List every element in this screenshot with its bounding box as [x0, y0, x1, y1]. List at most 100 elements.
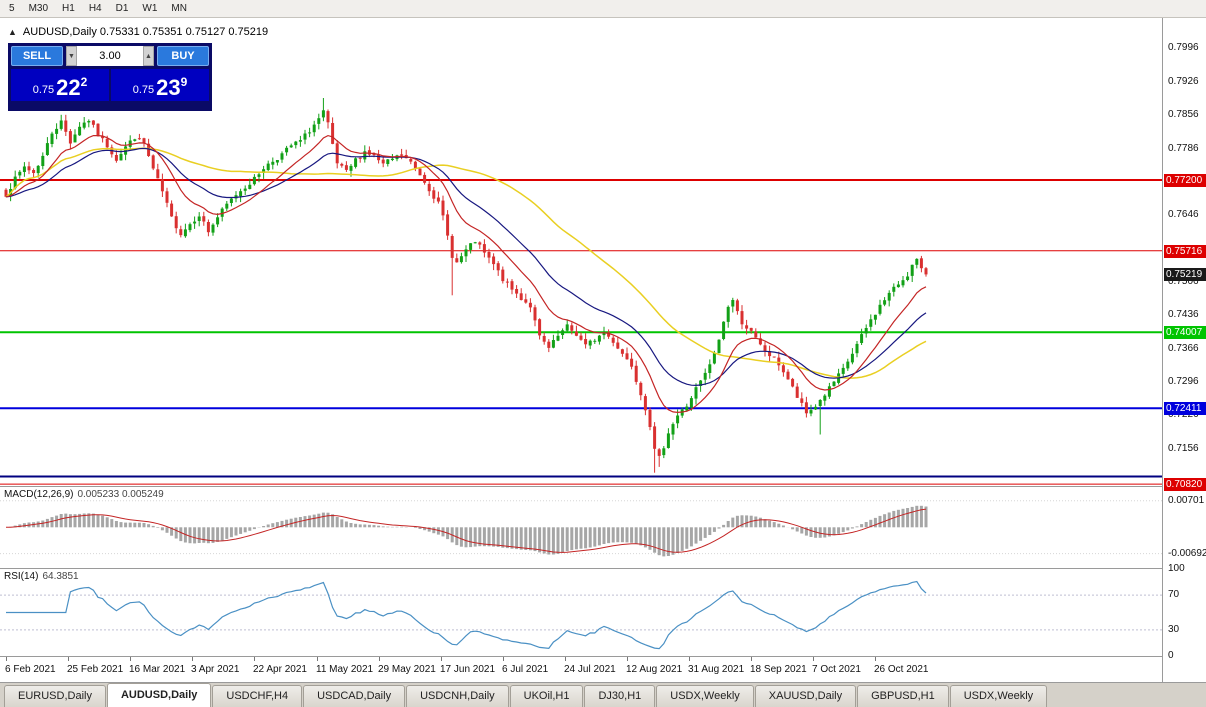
chart-tab-usdx-weekly[interactable]: USDX,Weekly: [949, 685, 1048, 707]
timeframe-button-w1[interactable]: W1: [136, 1, 163, 16]
one-click-trading-panel: SELL ▼ ▲ BUY 0.75 22 2 0.75 23 9: [8, 43, 212, 111]
sell-price-prefix: 0.75: [32, 84, 55, 96]
rsi-label: RSI(14) 64.3851: [4, 571, 79, 582]
volume-increase-button[interactable]: ▲: [143, 46, 154, 66]
date-label: 6 Jul 2021: [502, 664, 549, 675]
date-label: 6 Feb 2021: [5, 664, 56, 675]
date-tick-mark: [317, 657, 318, 661]
sell-button[interactable]: SELL: [11, 46, 63, 66]
chart-tab-dj30-h1[interactable]: DJ30,H1: [584, 685, 656, 707]
rsi-tick: 70: [1168, 589, 1180, 600]
price-tick: 0.7926: [1168, 76, 1199, 87]
price-line-label: 0.70820: [1164, 478, 1206, 491]
macd-name: MACD(12,26,9): [4, 489, 74, 500]
macd-label: MACD(12,26,9) 0.005233 0.005249: [4, 489, 164, 500]
price-line-label: 0.77200: [1164, 174, 1206, 187]
buy-button[interactable]: BUY: [157, 46, 209, 66]
date-tick-mark: [441, 657, 442, 661]
timeframe-toolbar: 5 M30 H1 H4 D1 W1 MN: [0, 0, 1206, 18]
macd-tick: 0.00701: [1168, 495, 1205, 506]
timeframe-button-mn[interactable]: MN: [165, 1, 193, 16]
chart-title-text: AUDUSD,Daily 0.75331 0.75351 0.75127 0.7…: [22, 26, 269, 38]
price-line-label: 0.74007: [1164, 326, 1206, 339]
rsi-indicator-panel[interactable]: [0, 569, 1162, 656]
timeframe-button-h1[interactable]: H1: [56, 1, 81, 16]
date-tick-mark: [192, 657, 193, 661]
buy-price-pips: 23: [156, 75, 181, 100]
buy-price-prefix: 0.75: [132, 84, 155, 96]
chart-tab-audusd-daily[interactable]: AUDUSD,Daily: [106, 683, 212, 707]
date-label: 29 May 2021: [378, 664, 436, 675]
timeframe-button-5[interactable]: 5: [3, 1, 21, 16]
date-tick-mark: [130, 657, 131, 661]
price-tick: 0.7156: [1168, 443, 1199, 454]
rsi-name: RSI(14): [4, 571, 39, 582]
date-label: 31 Aug 2021: [688, 664, 745, 675]
chart-tab-eurusd-daily[interactable]: EURUSD,Daily: [4, 685, 106, 707]
timeframe-button-h4[interactable]: H4: [83, 1, 108, 16]
sell-price-point: 2: [80, 75, 88, 89]
chart-tab-gbpusd-h1[interactable]: GBPUSD,H1: [857, 685, 949, 707]
date-tick-mark: [689, 657, 690, 661]
date-label: 11 May 2021: [316, 664, 374, 675]
date-label: 17 Jun 2021: [440, 664, 496, 675]
date-label: 12 Aug 2021: [626, 664, 683, 675]
volume-control: ▼ ▲: [66, 46, 154, 66]
date-label: 7 Oct 2021: [812, 664, 861, 675]
trade-prices-row: 0.75 22 2 0.75 23 9: [11, 69, 209, 101]
chart-tab-usdx-weekly[interactable]: USDX,Weekly: [656, 685, 754, 707]
date-tick-mark: [627, 657, 628, 661]
macd-tick: -0.00692: [1168, 548, 1206, 559]
rsi-tick: 0: [1168, 650, 1174, 661]
current-price-label: 0.75219: [1164, 268, 1206, 281]
price-tick: 0.7366: [1168, 343, 1199, 354]
macd-indicator-panel[interactable]: [0, 487, 1162, 568]
macd-values: 0.005233 0.005249: [77, 489, 164, 500]
chart-tab-usdcnh-daily[interactable]: USDCNH,Daily: [406, 685, 509, 707]
date-tick-mark: [813, 657, 814, 661]
sell-price-pips: 22: [56, 75, 81, 100]
timeframe-button-m30[interactable]: M30: [23, 1, 54, 16]
chart-tab-usdchf-h4[interactable]: USDCHF,H4: [212, 685, 303, 707]
date-label: 24 Jul 2021: [564, 664, 616, 675]
date-axis[interactable]: 6 Feb 2021 25 Feb 2021 16 Mar 2021 3 Apr 20…: [0, 656, 1162, 683]
date-label: 18 Sep 2021: [750, 664, 807, 675]
price-tick: 0.7506: [1168, 276, 1199, 287]
date-tick-mark: [68, 657, 69, 661]
rsi-tick: 30: [1168, 624, 1180, 635]
price-tick: 0.7996: [1168, 42, 1199, 53]
price-axis[interactable]: 0.7996 0.7926 0.7856 0.7786 0.7646 0.7506 0.74…: [1162, 17, 1206, 682]
date-tick-mark: [254, 657, 255, 661]
chart-tab-usdcad-daily[interactable]: USDCAD,Daily: [303, 685, 406, 707]
date-label: 26 Oct 2021: [874, 664, 929, 675]
date-label: 25 Feb 2021: [67, 664, 124, 675]
date-label: 16 Mar 2021: [129, 664, 186, 675]
chart-tab-xauusd-daily[interactable]: XAUUSD,Daily: [754, 685, 857, 707]
sell-price-display[interactable]: 0.75 22 2: [11, 69, 109, 101]
trade-buttons-row: SELL ▼ ▲ BUY: [11, 46, 209, 66]
price-tick: 0.7646: [1168, 209, 1199, 220]
date-label: 22 Apr 2021: [253, 664, 307, 675]
date-tick-mark: [6, 657, 7, 661]
panel-separator: [0, 568, 1206, 569]
chart-window: ▲ AUDUSD,Daily 0.75331 0.75351 0.75127 0…: [0, 17, 1206, 683]
price-line-label: 0.75716: [1164, 245, 1206, 258]
date-tick-mark: [875, 657, 876, 661]
volume-decrease-button[interactable]: ▼: [66, 46, 77, 66]
chart-tabs-bar: EURUSD,Daily AUDUSD,Daily USDCHF,H4 USDCAD,…: [0, 682, 1206, 707]
price-tick: 0.7856: [1168, 109, 1199, 120]
date-tick-mark: [503, 657, 504, 661]
buy-price-point: 9: [180, 75, 188, 89]
collapse-panel-icon[interactable]: ▲: [8, 27, 17, 37]
price-tick: 0.7786: [1168, 143, 1199, 154]
chart-title-bar: ▲ AUDUSD,Daily 0.75331 0.75351 0.75127 0…: [8, 26, 268, 38]
volume-input[interactable]: [77, 46, 143, 66]
chart-tab-ukoil-h1[interactable]: UKOil,H1: [509, 685, 584, 707]
buy-price-display[interactable]: 0.75 23 9: [111, 69, 209, 101]
timeframe-button-d1[interactable]: D1: [110, 1, 135, 16]
date-tick-mark: [379, 657, 380, 661]
price-line-label: 0.72411: [1164, 402, 1206, 415]
panel-separator: [0, 486, 1206, 487]
date-label: 3 Apr 2021: [191, 664, 240, 675]
